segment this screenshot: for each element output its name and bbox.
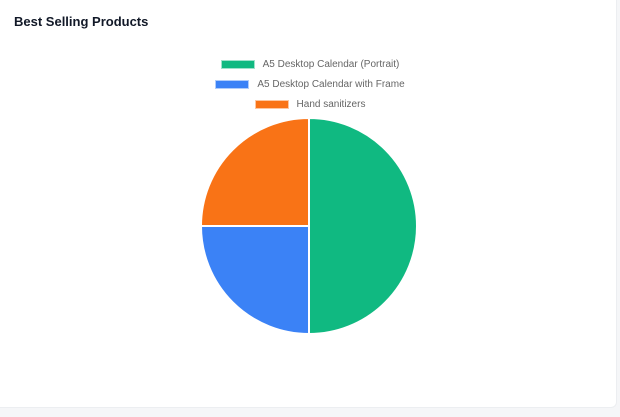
legend: A5 Desktop Calendar (Portrait) A5 Deskto…: [0, 54, 620, 114]
legend-label: Hand sanitizers: [296, 98, 366, 110]
pie-slice-3[interactable]: [199, 116, 310, 227]
legend-item[interactable]: A5 Desktop Calendar with Frame: [0, 74, 620, 94]
legend-swatch: [254, 99, 289, 109]
legend-item[interactable]: A5 Desktop Calendar (Portrait): [0, 54, 620, 74]
legend-label: A5 Desktop Calendar with Frame: [257, 78, 405, 90]
legend-label: A5 Desktop Calendar (Portrait): [262, 58, 400, 70]
chart-card: Best Selling Products A5 Desktop Calenda…: [0, 0, 617, 408]
pie-slice-1[interactable]: [308, 116, 418, 336]
legend-swatch: [220, 59, 255, 69]
legend-item[interactable]: Hand sanitizers: [0, 94, 620, 114]
pie-slice-2[interactable]: [199, 225, 310, 336]
chart-title: Best Selling Products: [14, 14, 149, 29]
legend-swatch: [215, 79, 250, 89]
